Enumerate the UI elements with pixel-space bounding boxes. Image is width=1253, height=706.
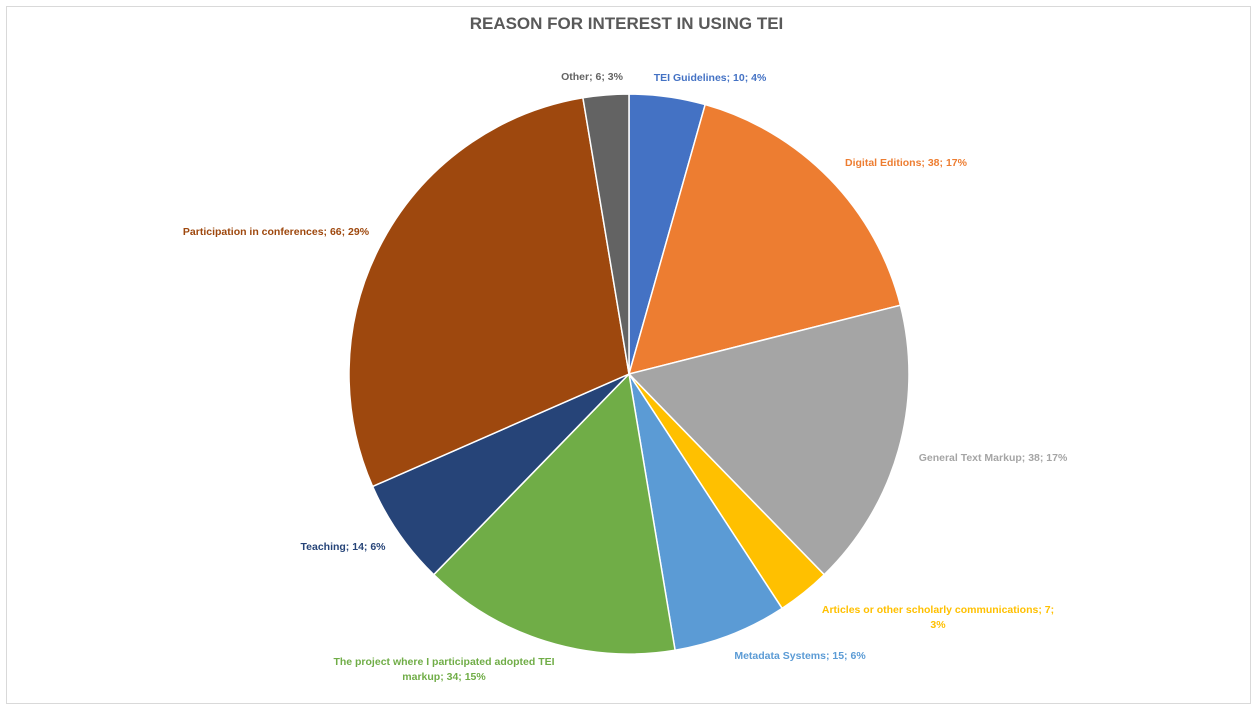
pie-slice-general-text-markup	[627, 304, 910, 576]
pie-slice-other	[582, 93, 630, 375]
data-label-articles-or-other-scholarly-communications: Articles or other scholarly communicatio…	[822, 604, 1054, 631]
pie-slices	[348, 93, 910, 655]
data-label-teaching: Teaching; 14; 6%	[301, 541, 387, 553]
data-label-the-project-where-i-participated-adopted-tei-markup: The project where I participated adopted…	[333, 656, 554, 683]
pie-slice-digital-editions	[627, 103, 902, 376]
data-label-participation-in-conferences: Participation in conferences; 66; 29%	[183, 226, 370, 238]
data-label-digital-editions: Digital Editions; 38; 17%	[845, 157, 968, 169]
data-label-other: Other; 6; 3%	[561, 71, 624, 83]
pie-labels: TEI Guidelines; 10; 4% Digital Editions; …	[183, 71, 1068, 683]
data-label-metadata-systems: Metadata Systems; 15; 6%	[734, 650, 866, 662]
chart-title: REASON FOR INTEREST IN USING TEI	[469, 14, 784, 33]
pie-slice-the-project-where-i-participated-adopted-tei-markup	[432, 372, 676, 655]
pie-slice-metadata-systems	[628, 373, 784, 652]
data-label-tei-guidelines: TEI Guidelines; 10; 4%	[654, 72, 767, 84]
data-label-general-text-markup: General Text Markup; 38; 17%	[919, 452, 1068, 464]
pie-slice-participation-in-conferences	[348, 96, 630, 488]
